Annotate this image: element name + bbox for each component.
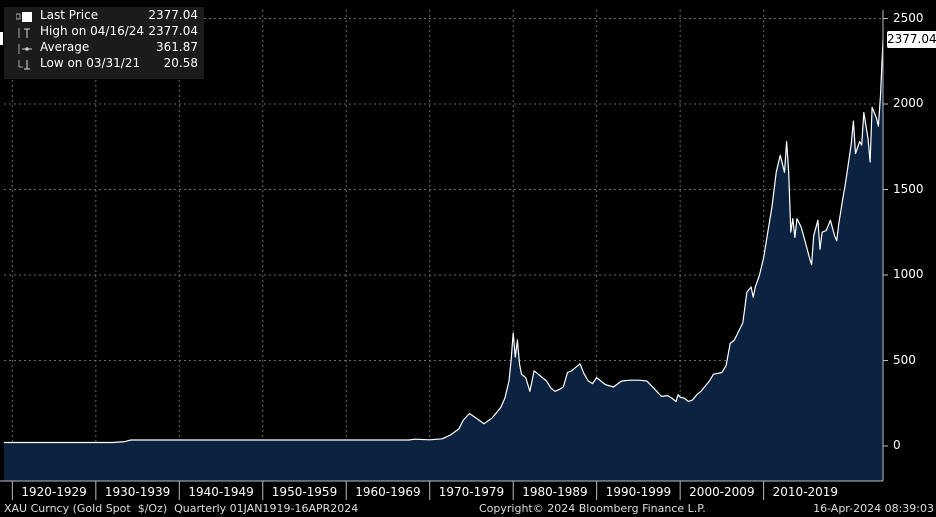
security-description: XAU Curncy (Gold Spot $/Oz) Quarterly 01… (4, 502, 359, 515)
left-edge-marker (0, 32, 3, 45)
average-line-icon (16, 42, 32, 54)
x-tick-label: 1920-1929 (21, 485, 86, 499)
legend-row-average: Average 361.87 (4, 39, 204, 55)
filled-square-icon (15, 10, 32, 22)
timestamp: 16-Apr-2024 08:39:03 (813, 502, 934, 515)
legend-value: 20.58 (163, 56, 198, 70)
legend-row-high: High on 04/16/24 2377.04 (4, 23, 204, 39)
x-tick-label: 2000-2009 (689, 485, 754, 499)
price-area (4, 39, 884, 481)
legend-label: Last Price (40, 8, 99, 22)
y-tick-label: 1500 (893, 181, 924, 196)
legend-label: Low on 03/31/21 (40, 56, 141, 70)
x-tick-label: 1990-1999 (606, 485, 671, 499)
legend-box: Last Price 2377.04 High on 04/16/24 2377… (4, 7, 204, 79)
x-tick-label: 2010-2019 (773, 485, 838, 499)
x-axis: 1920-1929 1930-1939 1940-1949 1950-1959 1960… (0, 10, 888, 500)
footer-bar: XAU Curncy (Gold Spot $/Oz) Quarterly 01… (0, 500, 936, 517)
x-tick-label: 1970-1979 (439, 485, 504, 499)
x-tick-label: 1980-1989 (522, 485, 587, 499)
legend-value: 361.87 (156, 40, 198, 54)
x-tick-label: 1950-1959 (272, 485, 337, 499)
legend-label: High on 04/16/24 (40, 24, 145, 38)
series-area-fill (4, 39, 883, 481)
series-line-last-price (4, 39, 884, 444)
x-tick-label: 1930-1939 (105, 485, 170, 499)
y-tick-label: 2000 (893, 96, 924, 110)
y-tick-label: 0 (893, 438, 901, 452)
y-tick-label: 500 (893, 352, 916, 367)
last-price-badge: 2377.04 (887, 31, 936, 48)
y-tick-label: 1000 (893, 267, 924, 281)
x-tick-label: 1960-1969 (355, 485, 420, 499)
legend-value: 2377.04 (148, 8, 198, 22)
legend-label: Average (40, 40, 90, 54)
low-marker-icon (16, 58, 32, 70)
high-marker-icon (16, 26, 32, 38)
copyright-text: Copyright© 2024 Bloomberg Finance L.P. (479, 502, 706, 515)
legend-value: 2377.04 (148, 24, 198, 38)
legend-row-last-price: Last Price 2377.04 (4, 7, 204, 23)
y-tick-label: 2500 (893, 10, 924, 25)
x-tick-label: 1940-1949 (188, 485, 253, 499)
legend-row-low: Low on 03/31/21 20.58 (4, 55, 204, 71)
